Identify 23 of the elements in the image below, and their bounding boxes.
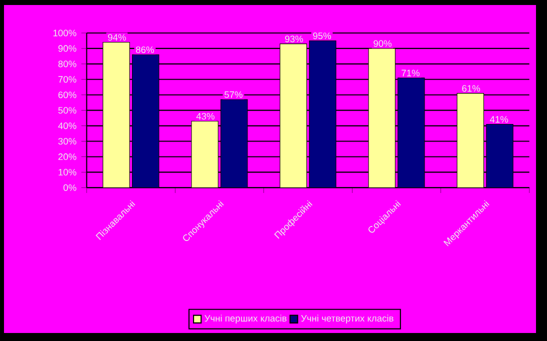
data-label: 93% [285,36,304,42]
data-label: 61% [462,85,480,92]
y-tick-label: 100% [53,30,76,36]
data-label: 41% [490,116,508,123]
data-label: 43% [196,112,214,120]
data-label: 57% [224,91,242,98]
y-tick-label: 10% [58,168,76,176]
data-label: 71% [402,70,420,76]
y-tick-label: 40% [58,122,76,130]
y-tick-label: 30% [58,138,76,145]
y-tick-label: 90% [58,45,76,52]
data-label: 90% [374,40,392,47]
y-tick-label: 70% [58,76,76,83]
data-label: 94% [108,34,126,41]
y-tick-label: 20% [58,153,76,160]
y-tick-label: 50% [58,107,76,114]
data-label: 95% [313,32,331,40]
y-tick-label: 60% [58,92,76,98]
legend-label: Учні четвертих класів [301,314,394,324]
y-tick-label: 80% [58,60,76,68]
y-tick-label: 0% [63,184,76,191]
legend-label: Учні перших класів [204,314,286,324]
data-label: 86% [136,46,154,54]
